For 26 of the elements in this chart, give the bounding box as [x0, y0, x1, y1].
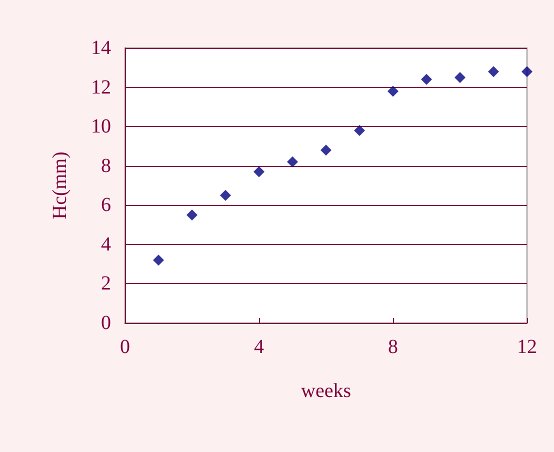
point: [287, 156, 298, 168]
point: [220, 190, 231, 201]
y-tick-label: 0: [101, 312, 111, 334]
y-tick-label: 14: [91, 37, 111, 59]
x-axis-title: weeks: [301, 380, 352, 402]
point: [254, 166, 264, 178]
point: [320, 144, 332, 156]
y-tick-label: 10: [91, 116, 111, 138]
x-tick-label: 8: [388, 336, 398, 358]
y-tick-label: 4: [101, 233, 111, 256]
y-tick-label: 6: [101, 194, 111, 216]
point: [488, 66, 499, 78]
point: [354, 125, 365, 136]
x-tick-label: 0: [120, 336, 130, 358]
x-tick-label: 12: [517, 336, 537, 358]
point: [454, 72, 466, 83]
point: [388, 86, 398, 97]
y-tick-label: 12: [91, 76, 111, 98]
y-tick-label: 8: [101, 154, 111, 177]
point: [186, 209, 198, 220]
point: [421, 74, 432, 85]
y-tick-label: 2: [101, 272, 111, 295]
y-axis-title: Hc(mm): [49, 152, 71, 220]
x-tick-label: 4: [254, 336, 264, 358]
point: [522, 66, 532, 78]
point: [153, 254, 164, 266]
